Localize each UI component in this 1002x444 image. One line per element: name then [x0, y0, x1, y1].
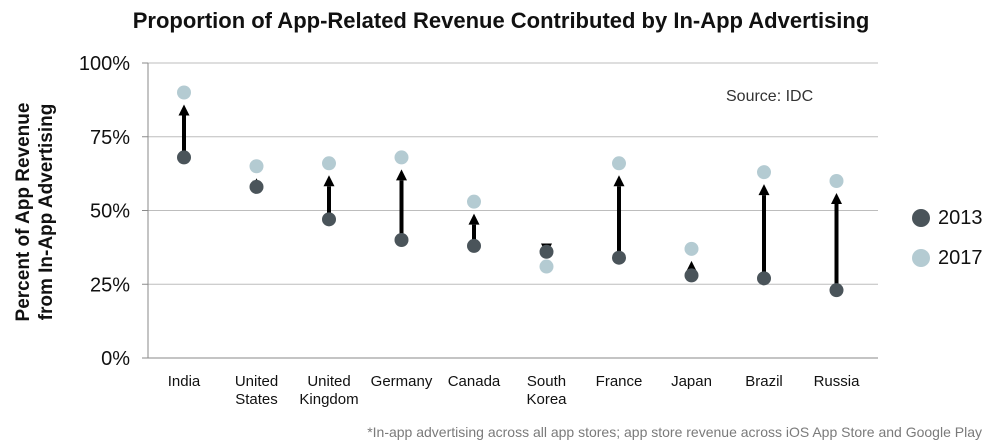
x-tick-label: United: [307, 373, 350, 390]
y-tick-label: 25%: [90, 274, 130, 296]
data-point-2017: [394, 150, 409, 165]
legend-label-2017: 2017: [938, 246, 983, 269]
x-tick-label: India: [168, 373, 201, 390]
data-point-2013: [684, 268, 699, 283]
change-arrow-head: [396, 169, 407, 181]
data-point-2013: [322, 212, 336, 227]
x-tick-label: South: [527, 373, 566, 390]
data-point-2013: [177, 150, 191, 165]
data-point-2017: [829, 174, 844, 188]
x-tick-label: Brazil: [745, 373, 783, 390]
legend-label-2013: 2013: [938, 206, 983, 229]
x-tick-label: United: [235, 373, 278, 390]
x-tick-label: Russia: [814, 373, 861, 390]
legend-item-2013: 2013: [912, 198, 983, 238]
data-point-2017: [612, 156, 626, 171]
data-point-2013: [249, 179, 264, 194]
y-tick-label: 75%: [90, 127, 130, 149]
data-point-2017: [322, 156, 336, 171]
x-tick-label: Canada: [448, 373, 501, 390]
x-tick-label: Korea: [526, 391, 567, 408]
data-point-2017: [177, 85, 191, 100]
footnote: *In-app advertising across all app store…: [367, 424, 982, 440]
x-tick-label: States: [235, 391, 278, 408]
x-tick-label: Kingdom: [299, 391, 358, 408]
x-tick-label: France: [596, 373, 643, 390]
chart-title: Proportion of App-Related Revenue Contri…: [132, 8, 870, 33]
x-tick-label: Japan: [671, 373, 712, 390]
x-tick-label: Germany: [371, 373, 433, 390]
data-point-2013: [829, 283, 844, 298]
data-point-2013: [467, 238, 481, 253]
source-annotation: Source: IDC: [726, 88, 814, 105]
y-tick-label: 100%: [79, 53, 130, 75]
data-point-2017: [249, 159, 264, 174]
change-arrow-head: [178, 104, 190, 116]
legend-item-2017: 2017: [912, 238, 983, 278]
data-point-2013: [539, 244, 554, 259]
data-point-2013: [394, 233, 409, 247]
data-point-2013: [612, 250, 626, 265]
y-tick-label: 50%: [90, 201, 130, 223]
legend: 2013 2017: [912, 198, 983, 278]
legend-marker-2017: [912, 249, 930, 267]
change-arrow-head: [831, 193, 842, 204]
data-point-2017: [684, 241, 699, 256]
data-point-2017: [467, 194, 481, 209]
legend-marker-2013: [912, 209, 930, 227]
data-point-2013: [757, 271, 771, 286]
data-point-2017: [539, 259, 554, 274]
change-arrow-head: [323, 175, 335, 187]
change-arrow-head: [468, 213, 480, 225]
change-arrow-head: [758, 184, 770, 196]
change-arrow-head: [613, 175, 625, 187]
y-tick-label: 0%: [101, 348, 130, 370]
data-point-2017: [757, 165, 771, 180]
